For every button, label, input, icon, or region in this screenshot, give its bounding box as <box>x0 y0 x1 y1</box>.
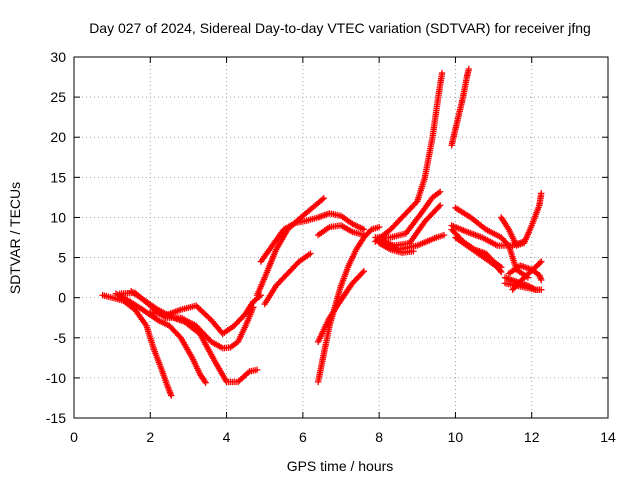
y-tick-label: 25 <box>50 89 66 105</box>
data-point <box>168 392 175 399</box>
data-point <box>202 379 209 386</box>
data-point <box>244 369 252 376</box>
data-point <box>438 69 446 77</box>
data-point <box>320 194 328 202</box>
data-point <box>360 267 368 275</box>
x-axis-label: GPS time / hours <box>287 458 394 474</box>
data-series <box>147 292 265 337</box>
data-series <box>314 222 368 239</box>
data-point <box>307 250 314 257</box>
data-point <box>538 276 545 284</box>
data-series <box>314 267 368 345</box>
data-point <box>498 268 505 276</box>
data-point <box>436 188 444 195</box>
y-axis-label: SDTVAR / TECUs <box>7 182 23 294</box>
y-tick-label: -10 <box>46 370 66 386</box>
data-point <box>410 247 417 255</box>
x-tick-label: 14 <box>600 429 616 445</box>
x-tick-label: 8 <box>375 429 383 445</box>
plot-border <box>73 56 609 419</box>
x-tick-label: 0 <box>70 429 78 445</box>
x-tick-label: 2 <box>146 429 154 445</box>
y-tick-label: 5 <box>58 250 66 266</box>
data-point <box>359 269 366 276</box>
tick-labels: 0 2 4 6 8 10 12 14 -15 -10 -5 0 5 10 15 20 25 30 <box>46 49 616 445</box>
data-point <box>253 366 261 374</box>
data-point <box>538 258 545 265</box>
data-point <box>440 231 448 239</box>
data-series <box>314 223 383 386</box>
data-point <box>375 223 383 231</box>
data-series <box>452 234 505 276</box>
data-series <box>257 210 368 265</box>
data-point <box>497 267 504 274</box>
data-point <box>465 65 472 73</box>
y-tick-label: -15 <box>46 410 66 426</box>
chart-title: Day 027 of 2024, Sidereal Day-to-day VTE… <box>89 20 591 36</box>
data-point <box>201 378 208 385</box>
data-series <box>116 289 257 352</box>
y-tick-label: 20 <box>50 129 66 145</box>
data-point <box>360 226 368 233</box>
data-point <box>536 259 544 266</box>
data-point <box>538 286 545 293</box>
data-series <box>448 65 472 149</box>
data-series <box>498 190 545 249</box>
data-points <box>99 65 545 399</box>
x-tick-label: 12 <box>524 429 540 445</box>
data-series <box>372 188 444 241</box>
data-series <box>372 69 446 245</box>
data-series <box>99 292 175 399</box>
data-point <box>319 196 326 203</box>
data-point <box>436 202 444 209</box>
y-tick-label: 0 <box>58 290 66 306</box>
y-tick-label: -5 <box>54 330 67 346</box>
y-tick-label: 15 <box>50 169 66 185</box>
y-tick-label: 30 <box>50 49 66 65</box>
y-tick-label: 10 <box>50 209 66 225</box>
data-series <box>375 239 417 256</box>
x-tick-label: 4 <box>223 429 231 445</box>
x-tick-label: 6 <box>299 429 307 445</box>
data-series <box>509 258 545 293</box>
data-series <box>261 250 314 308</box>
data-point <box>435 203 443 210</box>
data-point <box>538 190 545 197</box>
x-tick-label: 10 <box>448 429 464 445</box>
